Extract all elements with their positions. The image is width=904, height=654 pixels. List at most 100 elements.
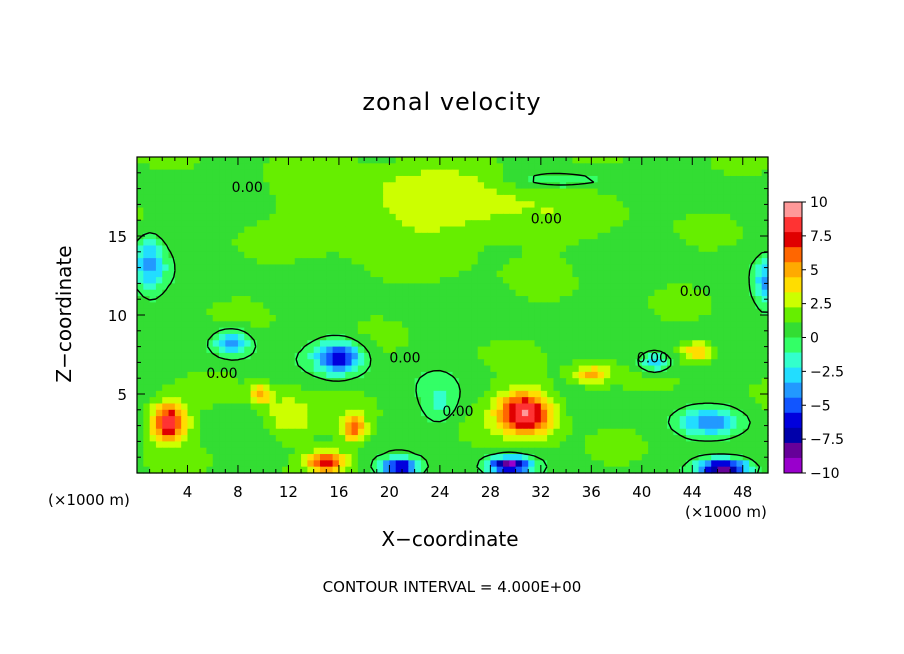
heatmap-cell [225,454,233,461]
heatmap-cell [559,201,567,209]
heatmap-cell [704,169,712,177]
heatmap-cell [427,283,435,291]
heatmap-cell [509,188,517,196]
heatmap-cell [446,454,454,461]
heatmap-cell [528,258,536,266]
heatmap-cell [427,251,435,259]
heatmap-cell [313,232,321,240]
heatmap-cell [496,251,504,259]
heatmap-cell [376,422,384,430]
heatmap-cell [534,213,542,221]
heatmap-cell [723,296,731,303]
heatmap-cell [742,296,750,303]
heatmap-cell [458,157,466,164]
heatmap-cell [616,201,624,209]
heatmap-cell [137,371,144,379]
heatmap-cell [559,163,567,171]
heatmap-cell [629,435,637,442]
heatmap-cell [540,416,548,424]
heatmap-cell [357,245,365,253]
heatmap-cell [408,340,416,348]
heatmap-cell [219,340,226,348]
heatmap-cell [212,302,220,310]
heatmap-cell [301,359,308,367]
heatmap-cell [610,175,618,183]
heatmap-cell [149,378,157,386]
heatmap-cell [502,378,510,386]
heatmap-cell [578,157,586,164]
heatmap-cell [364,390,372,398]
heatmap-cell [515,232,523,240]
heatmap-cell [566,226,573,234]
heatmap-cell [301,194,308,202]
heatmap-cell [389,213,397,221]
heatmap-cell [742,409,750,417]
heatmap-cell [465,466,473,474]
heatmap-cell [648,296,656,303]
heatmap-cell [275,384,283,392]
heatmap-cell [288,163,296,171]
heatmap-cell [553,157,561,164]
heatmap-cell [383,289,390,297]
heatmap-cell [704,390,712,398]
heatmap-cell [319,384,327,392]
heatmap-cell [458,435,466,442]
heatmap-cell [502,194,510,202]
heatmap-cell [629,308,637,316]
heatmap-cell [301,308,308,316]
heatmap-cell [717,194,725,202]
heatmap-cell [420,157,428,164]
heatmap-cell [256,194,264,202]
heatmap-cell [357,270,365,278]
heatmap-cell [225,365,233,373]
heatmap-cell [502,289,510,297]
heatmap-cell [143,175,151,183]
heatmap-cell [200,466,208,474]
heatmap-cell [528,359,536,367]
heatmap-cell [704,188,712,196]
heatmap-cell [338,308,346,316]
heatmap-cell [395,194,403,202]
heatmap-cell [698,315,706,322]
heatmap-cell [294,384,302,392]
heatmap-cell [723,403,731,411]
heatmap-cell [667,315,674,322]
heatmap-cell [534,289,542,297]
heatmap-cell [591,321,599,329]
heatmap-cell [376,315,384,322]
heatmap-cell [408,390,416,398]
heatmap-cell [648,175,656,183]
heatmap-cell [578,327,586,335]
heatmap-cell [357,277,365,284]
heatmap-cell [603,333,611,341]
heatmap-cell [225,409,233,417]
heatmap-cell [635,466,643,474]
heatmap-cell [641,302,649,310]
heatmap-cell [402,258,409,266]
heatmap-cell [641,245,649,253]
heatmap-cell [509,447,517,455]
heatmap-cell [477,397,485,405]
heatmap-cell [332,352,340,360]
heatmap-cell [357,352,365,360]
heatmap-cell [370,346,378,354]
heatmap-cell [219,226,226,234]
heatmap-cell [742,327,750,335]
heatmap-cell [616,441,624,449]
heatmap-cell [250,270,258,278]
heatmap-cell [711,409,719,417]
heatmap-cell [294,346,302,354]
heatmap-cell [206,460,214,468]
heatmap-cell [534,182,542,190]
heatmap-cell [591,157,599,164]
heatmap-cell [446,201,454,209]
heatmap-cell [212,378,220,386]
heatmap-cell [597,232,605,240]
heatmap-cell [673,346,681,354]
heatmap-cell [168,201,176,209]
heatmap-cell [465,302,473,310]
heatmap-cell [225,397,233,405]
heatmap-cell [143,277,151,284]
heatmap-cell [603,422,611,430]
heatmap-cell [408,226,416,234]
